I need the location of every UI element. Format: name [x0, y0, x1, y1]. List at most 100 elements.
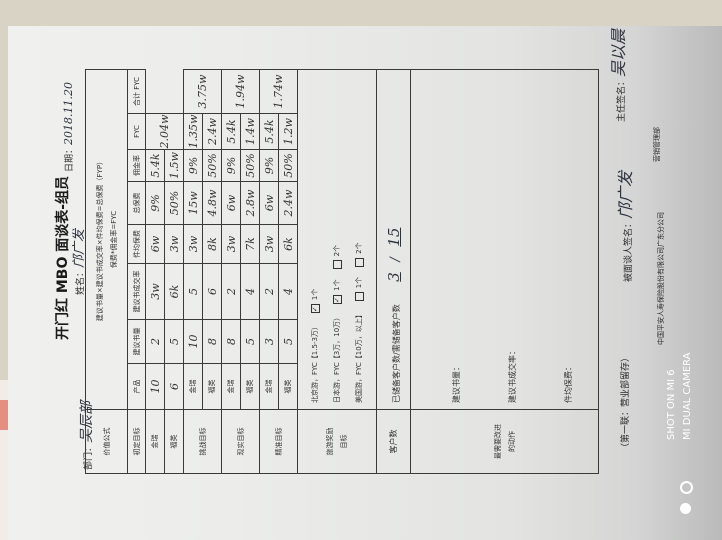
cell-total-premium[interactable]: 3w: [164, 224, 184, 264]
customer-reserved[interactable]: 3: [384, 272, 403, 282]
cell-product: 金瑞: [221, 363, 241, 410]
customer-needed[interactable]: 15: [384, 227, 403, 247]
cell-fyc[interactable]: 2.4w: [202, 113, 222, 150]
interviewee-label: 被面谈人签名：: [624, 218, 634, 282]
cell-total-premium[interactable]: 15w: [183, 181, 203, 225]
cell-total-premium[interactable]: 6w: [221, 181, 241, 225]
cell-close-rate[interactable]: 2: [145, 319, 165, 364]
improve-row: 最需要改进 的动作 建议书量： 建议书成交率： 件均保费：: [410, 69, 599, 474]
cell-total-premium[interactable]: 6w: [259, 181, 279, 225]
cell-fyc[interactable]: 1.5w: [164, 149, 184, 182]
formula-line-2: 保费*佣金率=FYC: [109, 210, 118, 269]
cell-close-rate[interactable]: 4: [240, 263, 260, 320]
cell-proposals[interactable]: 5: [240, 319, 260, 364]
cell-close-rate[interactable]: 6: [202, 263, 222, 320]
cell-total-fyc[interactable]: 1.94w: [221, 69, 260, 114]
cell-avg-premium[interactable]: 6k: [278, 224, 298, 264]
cell-close-rate[interactable]: 2: [221, 263, 241, 320]
customer-text: 已储备客户数/需储备客户数: [391, 304, 401, 403]
cell-proposals[interactable]: 3: [259, 319, 279, 364]
cell-avg-premium[interactable]: 3w: [259, 224, 279, 264]
cell-close-rate[interactable]: 4: [278, 263, 298, 320]
cell-fyc[interactable]: 1.2w: [278, 113, 298, 150]
cell-avg-premium[interactable]: 3w: [221, 224, 241, 264]
cell-commission[interactable]: 50%: [202, 149, 222, 182]
cell-proposals[interactable]: 8: [221, 319, 241, 364]
cell-commission[interactable]: 50%: [164, 181, 184, 225]
cell-close-rate[interactable]: 5: [164, 319, 184, 364]
watermark-line-1: SHOT ON MI 6: [666, 369, 677, 440]
formula-row: 价值公式 建议书量×建议书成交率×件均保费=总保费（FYP） 保费*佣金率=FY…: [85, 69, 128, 474]
cell-total-premium[interactable]: 6w: [145, 224, 165, 264]
interviewee-signature: 被面谈人签名：邝广发: [612, 171, 636, 282]
customer-separator: /: [387, 257, 403, 262]
cell-proposals[interactable]: 10: [183, 319, 203, 364]
cell-avg-premium[interactable]: 7k: [240, 224, 260, 264]
cell-commission[interactable]: 9%: [221, 149, 241, 182]
interviewee-sig: 邝广发: [616, 170, 635, 219]
tour-option: 北京游，FYC【1.5-3万） ✓ 1个: [304, 70, 326, 403]
cell-product: 福类: [202, 363, 222, 410]
cell-proposals[interactable]: 10: [145, 363, 165, 410]
option-2: 2个: [333, 244, 341, 257]
cell-total-fyc[interactable]: 1.74w: [259, 69, 298, 114]
director-sig: 吴以晨: [609, 28, 628, 77]
cell-commission[interactable]: 50%: [278, 149, 298, 182]
cell-avg-premium[interactable]: 3w: [145, 263, 165, 320]
cell-avg-premium[interactable]: 6k: [164, 263, 184, 320]
option-1: 1个: [355, 276, 363, 289]
cell-close-rate[interactable]: 2: [259, 263, 279, 320]
cell-commission[interactable]: 9%: [183, 149, 203, 182]
col-header: 佣金率: [127, 149, 146, 182]
cell-commission[interactable]: 9%: [145, 181, 165, 225]
checkbox[interactable]: [354, 292, 364, 302]
improve-item[interactable]: 件均保费：: [564, 363, 573, 403]
date-field: 日期：2018.11.20: [62, 82, 75, 172]
cell-commission[interactable]: 9%: [259, 149, 279, 182]
cell-commission[interactable]: 50%: [240, 149, 260, 182]
improve-cell: 建议书量： 建议书成交率： 件均保费：: [410, 69, 599, 410]
checkbox[interactable]: ✓: [310, 304, 320, 314]
cell-close-rate[interactable]: 5: [183, 263, 203, 320]
improve-item[interactable]: 建议书成交率：: [508, 347, 517, 403]
formula-cell: 建议书量×建议书成交率×件均保费=总保费（FYP） 保费*佣金率=FYC: [85, 69, 128, 410]
cell-fyc[interactable]: 1.4w: [240, 113, 260, 150]
checkbox[interactable]: [354, 257, 364, 267]
table-row: 挑战目标 金瑞 10 5 3w 15w 9% 1.35w 3.75w: [183, 69, 222, 474]
cell-total-premium[interactable]: 4.8w: [202, 181, 222, 225]
tour-option-text: 日本游，FYC【3万，10万）: [333, 313, 341, 403]
checkbox[interactable]: ✓: [332, 294, 342, 304]
improve-label: 最需要改进 的动作: [410, 409, 599, 474]
cell-proposals[interactable]: 5: [278, 319, 298, 364]
cell-product: 金瑞: [259, 363, 279, 410]
cell-fyc[interactable]: 5.4k: [259, 113, 279, 150]
col-header: 件均保费: [127, 224, 146, 264]
cell-total-premium[interactable]: 2.4w: [278, 181, 298, 225]
cell-proposals[interactable]: 6: [164, 363, 184, 410]
improve-label-2: 的动作: [507, 431, 516, 452]
cell-fyc[interactable]: 5.4k: [221, 113, 241, 150]
col-header: 合计 FYC: [127, 69, 146, 114]
cell-proposals[interactable]: 8: [202, 319, 222, 364]
cell-avg-premium[interactable]: 8k: [202, 224, 222, 264]
cell-product: 福类: [240, 363, 260, 410]
option-1: 1个: [311, 288, 319, 301]
cell-fyc[interactable]: 1.35w: [183, 113, 203, 150]
cell-total-fyc[interactable]: 2.04w: [145, 113, 184, 150]
table-row: 金瑞 10 2 3w 6w 9% 5.4k 2.04w: [145, 70, 184, 474]
cell-total-fyc[interactable]: 3.75w: [183, 69, 222, 114]
col-header: FYC: [127, 113, 146, 150]
cell-fyc[interactable]: 5.4k: [145, 149, 165, 182]
cell-total-premium[interactable]: 2.8w: [240, 181, 260, 225]
col-header: 总保费: [127, 181, 146, 225]
option-2: 2个: [355, 242, 363, 254]
cell-avg-premium[interactable]: 3w: [183, 224, 203, 264]
director-signature: 主任签名：吴以晨: [605, 29, 629, 122]
formula-label: 价值公式: [85, 409, 128, 474]
group-label: 精准目标: [259, 409, 298, 474]
checkbox[interactable]: [332, 260, 342, 270]
improve-item[interactable]: 建议书量：: [452, 363, 461, 403]
company-name: 中国平安人寿保险股份有限公司广东分公司: [657, 212, 665, 345]
mbo-form-table: 价值公式 建议书量×建议书成交率×件均保费=总保费（FYP） 保费*佣金率=FY…: [85, 69, 599, 474]
tour-label-2: 目标: [340, 434, 348, 449]
